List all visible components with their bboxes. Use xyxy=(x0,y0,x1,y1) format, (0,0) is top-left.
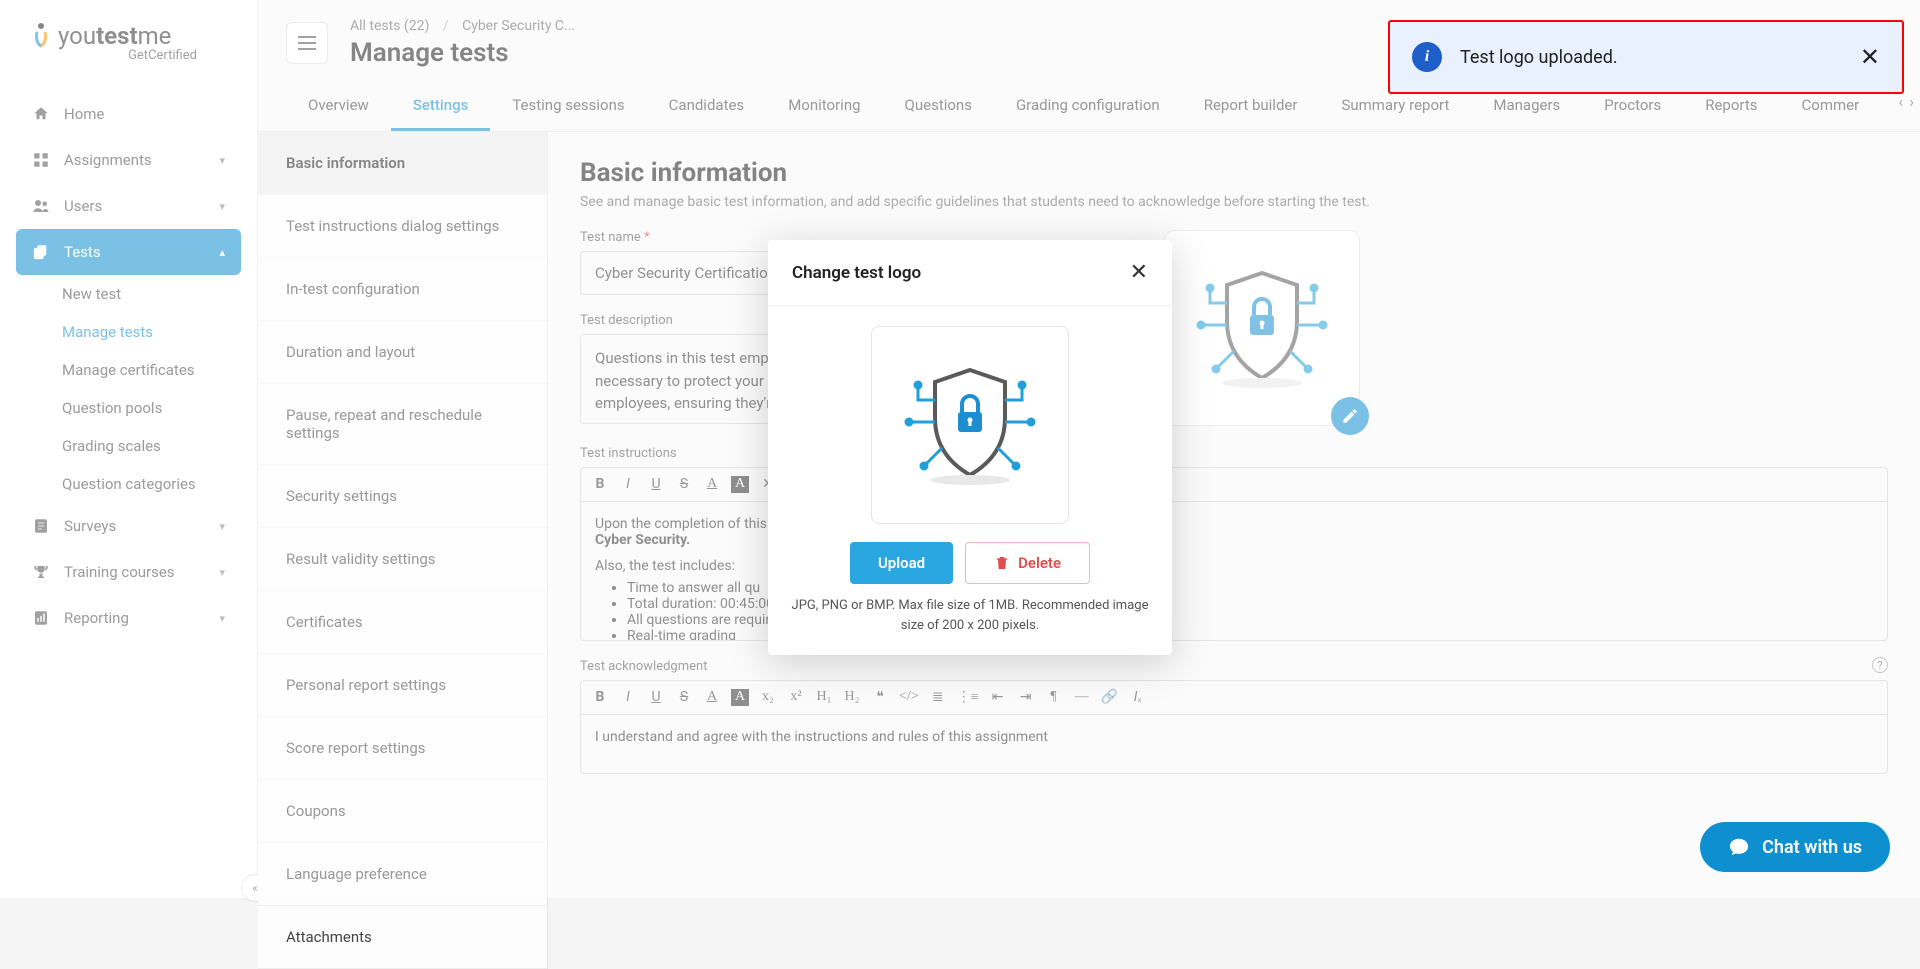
help-icon[interactable]: ? xyxy=(1872,657,1888,673)
nav-item-home[interactable]: Home xyxy=(16,91,241,137)
nav-sub-grading-scales[interactable]: Grading scales xyxy=(16,427,241,465)
test-logo-card xyxy=(1164,230,1360,426)
settings-item-duration-and-layout[interactable]: Duration and layout xyxy=(258,321,547,384)
trophy-icon xyxy=(32,563,50,581)
nav-item-training-courses[interactable]: Training courses▾ xyxy=(16,549,241,595)
settings-item-score-report-settings[interactable]: Score report settings xyxy=(258,717,547,780)
tab-testing-sessions[interactable]: Testing sessions xyxy=(490,82,646,131)
nav-item-users[interactable]: Users▾ xyxy=(16,183,241,229)
info-icon: i xyxy=(1412,42,1442,72)
nav-sub-question-pools[interactable]: Question pools xyxy=(16,389,241,427)
home-icon xyxy=(32,105,50,123)
modal-close-button[interactable]: ✕ xyxy=(1130,260,1148,285)
settings-item-certificates[interactable]: Certificates xyxy=(258,591,547,654)
brand-mark-icon xyxy=(30,22,52,48)
ack-rte-body[interactable]: I understand and agree with the instruct… xyxy=(580,714,1888,774)
copy-icon xyxy=(32,243,50,261)
trash-icon xyxy=(994,555,1010,571)
chat-icon xyxy=(1728,836,1750,858)
brand-logo[interactable]: youtestme GetCertified xyxy=(0,0,257,83)
tab-scroll-right[interactable]: › xyxy=(1909,92,1914,111)
pencil-icon xyxy=(1341,407,1359,425)
tab-grading-configuration[interactable]: Grading configuration xyxy=(994,82,1182,131)
tab-scroll-left[interactable]: ‹ xyxy=(1898,92,1903,111)
menu-toggle-button[interactable] xyxy=(286,22,328,64)
ack-label: Test acknowledgment xyxy=(580,659,1888,674)
chevron-icon: ▾ xyxy=(219,200,225,213)
delete-button[interactable]: Delete xyxy=(965,542,1090,584)
users-icon xyxy=(32,197,50,215)
settings-item-attachments[interactable]: Attachments xyxy=(258,906,547,969)
ack-rte-toolbar[interactable]: BIUSAAx₂x²H₁H₂❝</>≣⋮≡⇤⇥¶—🔗Iₓ xyxy=(580,680,1888,714)
grid-icon xyxy=(32,151,50,169)
settings-item-basic-information[interactable]: Basic information xyxy=(258,132,547,195)
sidebar: youtestme GetCertified HomeAssignments▾U… xyxy=(0,0,258,898)
nav-sub-manage-tests[interactable]: Manage tests xyxy=(16,313,241,351)
nav-list: HomeAssignments▾Users▾Tests▴New testMana… xyxy=(0,83,257,649)
nav-item-tests[interactable]: Tests▴ xyxy=(16,229,241,275)
tab-settings[interactable]: Settings xyxy=(391,82,491,131)
change-logo-modal: Change test logo ✕ Upload xyxy=(768,240,1172,655)
settings-item-pause-repeat-and-reschedule-settings[interactable]: Pause, repeat and reschedule settings xyxy=(258,384,547,465)
chat-widget[interactable]: Chat with us xyxy=(1700,822,1890,872)
settings-item-result-validity-settings[interactable]: Result validity settings xyxy=(258,528,547,591)
tab-questions[interactable]: Questions xyxy=(883,82,994,131)
settings-item-language-preference[interactable]: Language preference xyxy=(258,843,547,906)
nav-item-assignments[interactable]: Assignments▾ xyxy=(16,137,241,183)
tab-report-builder[interactable]: Report builder xyxy=(1182,82,1320,131)
tab-overview[interactable]: Overview xyxy=(286,82,391,131)
nav-item-reporting[interactable]: Reporting▾ xyxy=(16,595,241,641)
upload-button[interactable]: Upload xyxy=(850,542,953,584)
page-title: Manage tests xyxy=(350,38,575,68)
tab-candidates[interactable]: Candidates xyxy=(647,82,767,131)
chevron-icon: ▴ xyxy=(219,246,225,259)
tab-monitoring[interactable]: Monitoring xyxy=(766,82,882,131)
brand-sub: GetCertified xyxy=(30,48,227,63)
nav-sub-new-test[interactable]: New test xyxy=(16,275,241,313)
toast-notification: i Test logo uploaded. ✕ xyxy=(1388,20,1904,94)
modal-title: Change test logo xyxy=(792,263,921,283)
edit-logo-button[interactable] xyxy=(1331,397,1369,435)
chevron-icon: ▾ xyxy=(219,154,225,167)
shield-logo-icon xyxy=(1192,263,1332,393)
settings-sidebar: Basic informationTest instructions dialo… xyxy=(258,132,548,969)
nav-sub-question-categories[interactable]: Question categories xyxy=(16,465,241,503)
breadcrumb: All tests (22) / Cyber Security C... xyxy=(350,18,575,34)
settings-item-coupons[interactable]: Coupons xyxy=(258,780,547,843)
settings-item-in-test-configuration[interactable]: In-test configuration xyxy=(258,258,547,321)
report-icon xyxy=(32,609,50,627)
chevron-icon: ▾ xyxy=(219,612,225,625)
survey-icon xyxy=(32,517,50,535)
breadcrumb-current[interactable]: Cyber Security C... xyxy=(462,18,575,34)
settings-item-security-settings[interactable]: Security settings xyxy=(258,465,547,528)
toast-close-button[interactable]: ✕ xyxy=(1860,43,1880,71)
settings-item-personal-report-settings[interactable]: Personal report settings xyxy=(258,654,547,717)
nav-sub-manage-certificates[interactable]: Manage certificates xyxy=(16,351,241,389)
shield-logo-icon xyxy=(900,360,1040,490)
chevron-icon: ▾ xyxy=(219,520,225,533)
nav-item-surveys[interactable]: Surveys▾ xyxy=(16,503,241,549)
panel-title: Basic information xyxy=(580,158,1888,188)
panel-description: See and manage basic test information, a… xyxy=(580,194,1888,210)
breadcrumb-root[interactable]: All tests (22) xyxy=(350,18,429,34)
toast-text: Test logo uploaded. xyxy=(1460,47,1618,68)
form-panel: Basic information See and manage basic t… xyxy=(548,132,1920,892)
upload-hint: JPG, PNG or BMP. Max file size of 1MB. R… xyxy=(788,596,1152,635)
settings-item-test-instructions-dialog-settings[interactable]: Test instructions dialog settings xyxy=(258,195,547,258)
logo-preview xyxy=(871,326,1069,524)
chevron-icon: ▾ xyxy=(219,566,225,579)
